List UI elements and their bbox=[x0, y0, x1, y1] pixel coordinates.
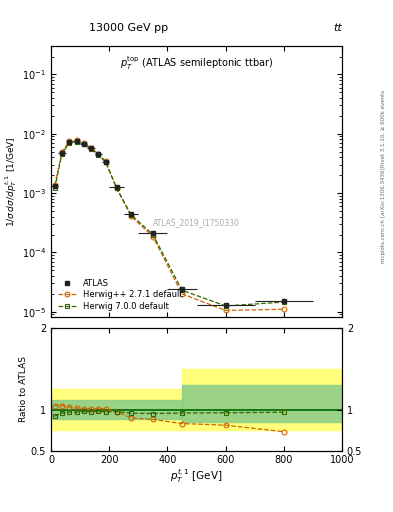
Y-axis label: Ratio to ATLAS: Ratio to ATLAS bbox=[19, 356, 28, 422]
Text: ATLAS_2019_I1750330: ATLAS_2019_I1750330 bbox=[153, 218, 240, 227]
X-axis label: $p_T^{t,1}$ [GeV]: $p_T^{t,1}$ [GeV] bbox=[170, 468, 223, 485]
Text: Rivet 3.1.10, ≥ 600k events: Rivet 3.1.10, ≥ 600k events bbox=[381, 90, 386, 166]
Text: $p_T^{\mathrm{top}}$ (ATLAS semileptonic ttbar): $p_T^{\mathrm{top}}$ (ATLAS semileptonic… bbox=[120, 54, 273, 72]
Text: tt: tt bbox=[333, 23, 342, 33]
Legend: ATLAS, Herwig++ 2.7.1 default, Herwig 7.0.0 default: ATLAS, Herwig++ 2.7.1 default, Herwig 7.… bbox=[55, 276, 185, 313]
Y-axis label: $1/\sigma\, d\sigma/dp_T^{t,1}$ [1/GeV]: $1/\sigma\, d\sigma/dp_T^{t,1}$ [1/GeV] bbox=[4, 136, 19, 227]
Text: mcplots.cern.ch [arXiv:1306.3436]: mcplots.cern.ch [arXiv:1306.3436] bbox=[381, 167, 386, 263]
Text: 13000 GeV pp: 13000 GeV pp bbox=[89, 23, 168, 33]
